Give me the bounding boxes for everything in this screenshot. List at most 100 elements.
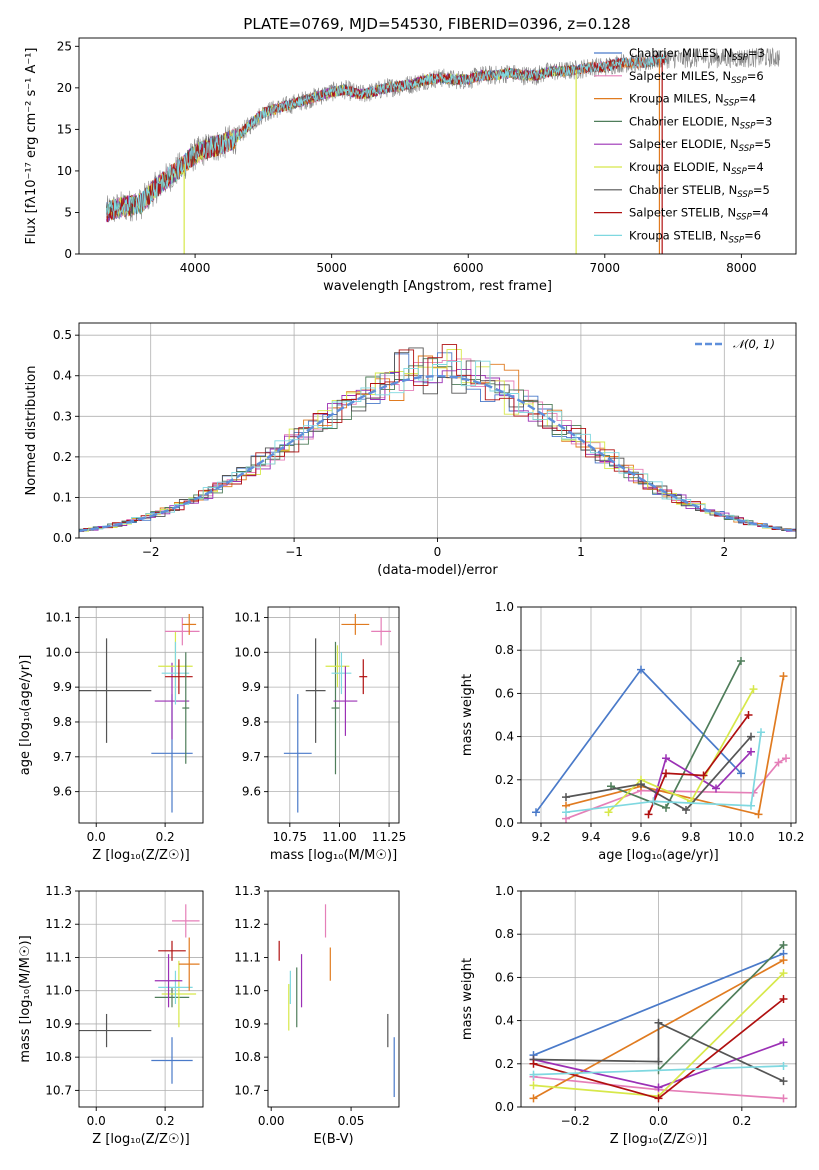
age_vs_mass-ytick-label: 9.8 bbox=[242, 715, 261, 729]
weight_vs_age-marker-chabrier-miles bbox=[737, 769, 745, 778]
mass_vs_EBV-ytick-label: 11.3 bbox=[234, 884, 261, 898]
weight_vs_Z-marker-salpeter-elodie bbox=[654, 1083, 663, 1092]
spectrum-legend: Chabrier MILES, NSSP=3 Salpeter MILES, NS… bbox=[594, 46, 772, 245]
age_vs_mass-ytick-label: 10.0 bbox=[234, 645, 261, 659]
weight_vs_age-ytick-label: 0.8 bbox=[495, 643, 514, 657]
weight_vs_age-marker-kroupa-miles bbox=[754, 810, 763, 819]
spectrum-model-kroupa-miles bbox=[106, 54, 663, 221]
age_vs_mass-grid bbox=[268, 607, 399, 823]
weight_vs_age-marker-salpeter-elodie bbox=[662, 754, 670, 763]
weight_vs_age-xtick-label: 9.4 bbox=[581, 830, 600, 844]
residuals-series bbox=[79, 344, 796, 533]
age_vs_Z-xtick-label: 0.2 bbox=[156, 830, 175, 844]
residuals-ytick-label: 0.2 bbox=[53, 450, 72, 464]
weight_vs_Z-line-chabrier-miles bbox=[533, 952, 784, 1056]
histogram-chabrier-miles bbox=[79, 352, 796, 533]
mass_vs_Z-xtick-label: 0.0 bbox=[87, 1114, 106, 1128]
residuals-frame bbox=[78, 322, 797, 539]
mass_vs_EBV-xtick-label: 0.05 bbox=[338, 1114, 365, 1128]
age_vs_Z-points bbox=[79, 613, 200, 813]
chart-layer: 4000 5000 6000 7000 80000510152025wavelength… bbox=[18, 37, 804, 1147]
age_vs_mass-ytick-label: 10.1 bbox=[234, 610, 261, 624]
residuals-ytick-label: 0.3 bbox=[53, 409, 72, 423]
legend-entry-chabrier-miles: Chabrier MILES, NSSP=3 bbox=[629, 46, 765, 63]
weight_vs_Z-xlabel: Z [log₁₀(Z/Z☉)] bbox=[610, 1132, 707, 1147]
age_vs_mass-ytick-label: 9.9 bbox=[242, 680, 261, 694]
legend-entry-kroupa-stelib: Kroupa STELIB, NSSP=6 bbox=[629, 228, 761, 245]
weight_vs_age-series bbox=[532, 657, 790, 823]
age_vs_mass-xlabel: mass [log₁₀(M/M☉)] bbox=[270, 848, 397, 863]
weight_vs_Z-ytick-label: 0.6 bbox=[495, 970, 514, 984]
weight_vs_age-marker-kroupa-stelib bbox=[649, 797, 658, 806]
mass_vs_EBV-ytick-label: 10.9 bbox=[234, 1017, 261, 1031]
residuals-ytick-label: 0.5 bbox=[53, 328, 72, 342]
mass_vs_Z-ticks: 0.0 0.2 10.7 10.8 10.9 11.0 11.1 11.2 11.3 bbox=[45, 884, 174, 1128]
weight_vs_age-ytick-label: 0.6 bbox=[495, 686, 514, 700]
spectrum-frame bbox=[78, 37, 797, 255]
mass_vs_EBV-ytick-label: 11.1 bbox=[234, 950, 261, 964]
weight_vs_Z-xtick-label: 0.2 bbox=[732, 1114, 751, 1128]
weight_vs_Z-marker-kroupa-miles bbox=[779, 956, 788, 965]
mass_vs_Z-grid bbox=[79, 890, 203, 1107]
mass_vs_EBV-ytick-label: 11.0 bbox=[234, 984, 261, 998]
spectrum-model-kroupa-stelib bbox=[105, 53, 667, 219]
age_vs_Z-panel: 0.0 0.2 9.6 9.7 9.8 9.9 10.0 10.1 Z [log₁₀(Z/Z☉)… bbox=[18, 606, 204, 863]
weight_vs_age-marker-kroupa-elodie bbox=[749, 685, 758, 694]
weight_vs_age-frame bbox=[520, 606, 797, 824]
weight_vs_age-xtick-label: 9.8 bbox=[681, 830, 700, 844]
weight_vs_Z-line-chabrier-elodie bbox=[657, 944, 785, 1071]
mass_vs_EBV-panel: 0.00 0.05 10.7 10.8 10.9 11.0 11.1 11.2 11.3 E(B-… bbox=[234, 884, 400, 1147]
residuals-xtick-label: 0 bbox=[434, 545, 442, 559]
age_vs_Z-ytick-label: 9.8 bbox=[53, 715, 72, 729]
weight_vs_age-marker-salpeter-stelib bbox=[662, 769, 670, 778]
residuals-xtick-label: 1 bbox=[577, 545, 585, 559]
spectrum-model-salpeter-miles bbox=[105, 53, 663, 219]
weight_vs_age-xtick-label: 9.6 bbox=[631, 830, 650, 844]
weight_vs_Z-marker-chabrier-stelib bbox=[654, 1018, 663, 1027]
residuals-ticks: −2 −1 0 1 2 0.0 0.1 0.2 0.3 0.4 0.5 bbox=[53, 328, 728, 559]
age_vs_mass-points bbox=[283, 613, 392, 813]
weight_vs_age-ylabel: mass weight bbox=[460, 674, 475, 756]
mass_vs_EBV-xtick-label: 0.00 bbox=[258, 1114, 285, 1128]
legend-entry-chabrier-stelib: Chabrier STELIB, NSSP=5 bbox=[629, 183, 770, 200]
weight_vs_Z-marker-kroupa-stelib bbox=[779, 1061, 788, 1070]
residuals-xtick-label: 2 bbox=[720, 545, 728, 559]
weight_vs_age-marker-salpeter-stelib bbox=[744, 711, 753, 719]
spectrum-ytick-label: 0 bbox=[64, 247, 72, 261]
weight_vs_age-marker-chabrier-stelib bbox=[747, 732, 755, 741]
weight_vs_age-marker-salpeter-elodie bbox=[747, 747, 755, 756]
mass_vs_Z-ytick-label: 10.9 bbox=[45, 1017, 72, 1031]
weight_vs_age-marker-salpeter-stelib bbox=[699, 771, 708, 780]
weight_vs_Z-ytick-label: 1.0 bbox=[495, 884, 514, 898]
histogram-salpeter-stelib bbox=[79, 344, 796, 532]
residuals-ytick-label: 0.4 bbox=[53, 369, 72, 383]
legend-entry-kroupa-elodie: Kroupa ELODIE, NSSP=4 bbox=[629, 160, 764, 177]
mass_vs_Z-ytick-label: 11.0 bbox=[45, 984, 72, 998]
spectrum-xlabel: wavelength [Angstrom, rest frame] bbox=[323, 279, 552, 294]
spectrum-xtick-label: 4000 bbox=[180, 261, 211, 275]
weight_vs_age-marker-chabrier-miles bbox=[637, 665, 645, 674]
mass_vs_Z-xtick-label: 0.2 bbox=[156, 1114, 175, 1128]
weight_vs_Z-marker-kroupa-stelib bbox=[529, 1070, 538, 1079]
weight_vs_age-marker-salpeter-miles bbox=[782, 754, 790, 763]
weight_vs_age-marker-salpeter-stelib bbox=[644, 810, 653, 819]
weight_vs_Z-marker-kroupa-miles bbox=[529, 1094, 538, 1103]
weight_vs_Z-marker-salpeter-miles bbox=[779, 1094, 788, 1103]
weight_vs_Z-marker-salpeter-stelib bbox=[779, 995, 788, 1003]
residuals-ytick-label: 0.0 bbox=[53, 531, 72, 545]
histogram-kroupa-stelib bbox=[79, 360, 796, 532]
weight_vs_Z-marker-salpeter-stelib bbox=[654, 1094, 663, 1103]
mass_vs_Z-ytick-label: 11.1 bbox=[45, 950, 72, 964]
legend-entry-salpeter-miles: Salpeter MILES, NSSP=6 bbox=[629, 69, 764, 86]
residuals-xtick-label: −2 bbox=[142, 545, 160, 559]
spectrum-series bbox=[105, 47, 780, 254]
age_vs_mass-xtick-label: 11.00 bbox=[322, 830, 356, 844]
age_vs_Z-ytick-label: 10.0 bbox=[45, 645, 72, 659]
weight_vs_age-marker-chabrier-miles bbox=[532, 808, 540, 817]
weight_vs_Z-series bbox=[529, 941, 788, 1103]
weight_vs_Z-frame bbox=[520, 890, 797, 1108]
weight_vs_Z-marker-chabrier-stelib bbox=[779, 1077, 788, 1086]
age_vs_Z-frame bbox=[78, 606, 204, 824]
age_vs_Z-ytick-label: 9.9 bbox=[53, 680, 72, 694]
